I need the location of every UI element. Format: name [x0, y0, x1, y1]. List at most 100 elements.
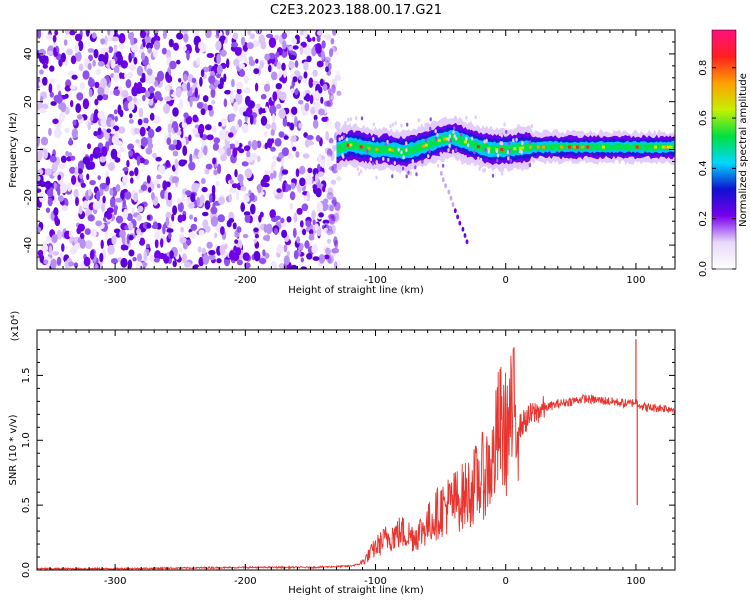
signal-hotspot — [581, 145, 585, 149]
noise-cell — [140, 137, 148, 147]
speckle — [509, 158, 512, 163]
noise-cell — [115, 184, 121, 192]
speckle — [405, 141, 408, 146]
noise-cell — [126, 95, 133, 102]
noise-cell — [95, 68, 101, 75]
noise-cell — [100, 239, 104, 249]
noise-cell — [300, 266, 308, 269]
noise-cell — [249, 114, 254, 125]
noise-cell — [39, 69, 44, 75]
noise-cell — [326, 204, 335, 211]
tail-speckle — [451, 202, 455, 207]
noise-cell — [316, 30, 323, 36]
noise-cell — [211, 184, 216, 195]
tail-speckle — [458, 220, 462, 226]
noise-cell — [274, 194, 282, 200]
noise-cell — [206, 134, 214, 141]
noise-cell — [87, 78, 95, 88]
noise-cell — [228, 193, 232, 203]
noise-cell — [302, 228, 307, 236]
noise-cell — [275, 51, 280, 58]
x-tick-label: 0 — [503, 576, 509, 587]
noise-cell — [279, 91, 287, 101]
noise-cell — [111, 134, 119, 145]
y-tick-label: 0 — [23, 146, 34, 152]
noise-cell — [204, 200, 211, 210]
noise-cell — [182, 145, 188, 156]
noise-cell — [51, 162, 58, 173]
noise-cell — [66, 156, 72, 162]
noise-cell — [245, 156, 253, 163]
noise-cell — [146, 68, 153, 76]
noise-cell — [321, 116, 328, 122]
noise-cell — [281, 169, 289, 175]
noise-cell — [172, 150, 179, 157]
noise-cell — [99, 156, 107, 163]
noise-cell — [330, 38, 335, 45]
noise-cell — [271, 113, 276, 122]
noise-cell — [183, 73, 188, 82]
noise-cell — [308, 229, 314, 235]
noise-cell — [253, 238, 257, 244]
speckle — [489, 126, 493, 131]
noise-cell — [160, 238, 164, 248]
noise-cell — [146, 243, 151, 249]
noise-cell — [152, 152, 158, 159]
noise-cell — [137, 232, 141, 242]
noise-cell — [290, 264, 298, 269]
noise-cell — [257, 183, 262, 194]
noise-cell — [87, 214, 95, 222]
speckle — [465, 115, 468, 120]
noise-cell — [295, 151, 300, 158]
speckle — [525, 126, 529, 131]
noise-cell — [210, 87, 216, 99]
noise-cell — [105, 47, 109, 53]
noise-cell — [166, 228, 174, 234]
y-tick-label: 20 — [23, 95, 34, 108]
noise-cell — [93, 48, 99, 59]
noise-cell — [228, 113, 236, 119]
speckle — [342, 124, 345, 129]
noise-cell — [155, 156, 162, 162]
noise-cell — [240, 36, 246, 46]
noise-cell — [129, 170, 135, 177]
noise-cell — [100, 38, 106, 45]
noise-cell — [217, 214, 225, 223]
noise-cell — [199, 76, 203, 87]
noise-cell — [37, 30, 42, 39]
noise-cell — [125, 79, 132, 89]
noise-cell — [180, 226, 184, 233]
noise-cell — [119, 229, 126, 239]
speckle — [507, 156, 510, 161]
noise-cell — [190, 192, 196, 203]
noise-cell — [37, 188, 42, 193]
noise-cell — [228, 218, 235, 223]
speckle — [496, 153, 500, 158]
noise-cell — [44, 180, 52, 190]
noise-cell — [280, 217, 285, 224]
signal-hotspot — [437, 138, 441, 142]
speckle — [507, 167, 510, 172]
noise-cell — [330, 95, 337, 101]
noise-cell — [37, 175, 41, 182]
noise-cell — [262, 249, 266, 257]
noise-cell — [216, 53, 221, 65]
noise-cell — [283, 69, 287, 78]
noise-cell — [163, 103, 171, 114]
noise-cell — [182, 45, 187, 52]
speckle — [473, 150, 476, 155]
noise-cell — [121, 72, 126, 80]
noise-cell — [250, 203, 256, 215]
noise-cell — [113, 228, 121, 234]
noise-cell — [306, 140, 315, 146]
speckle — [372, 122, 375, 127]
noise-cell — [137, 253, 142, 262]
noise-cell — [52, 172, 60, 178]
speckle — [495, 149, 499, 154]
noise-cell — [88, 54, 93, 62]
noise-cell — [326, 155, 332, 164]
noise-cell — [219, 129, 226, 140]
noise-cell — [318, 108, 325, 116]
noise-cell — [201, 247, 207, 255]
noise-cell — [53, 127, 62, 139]
